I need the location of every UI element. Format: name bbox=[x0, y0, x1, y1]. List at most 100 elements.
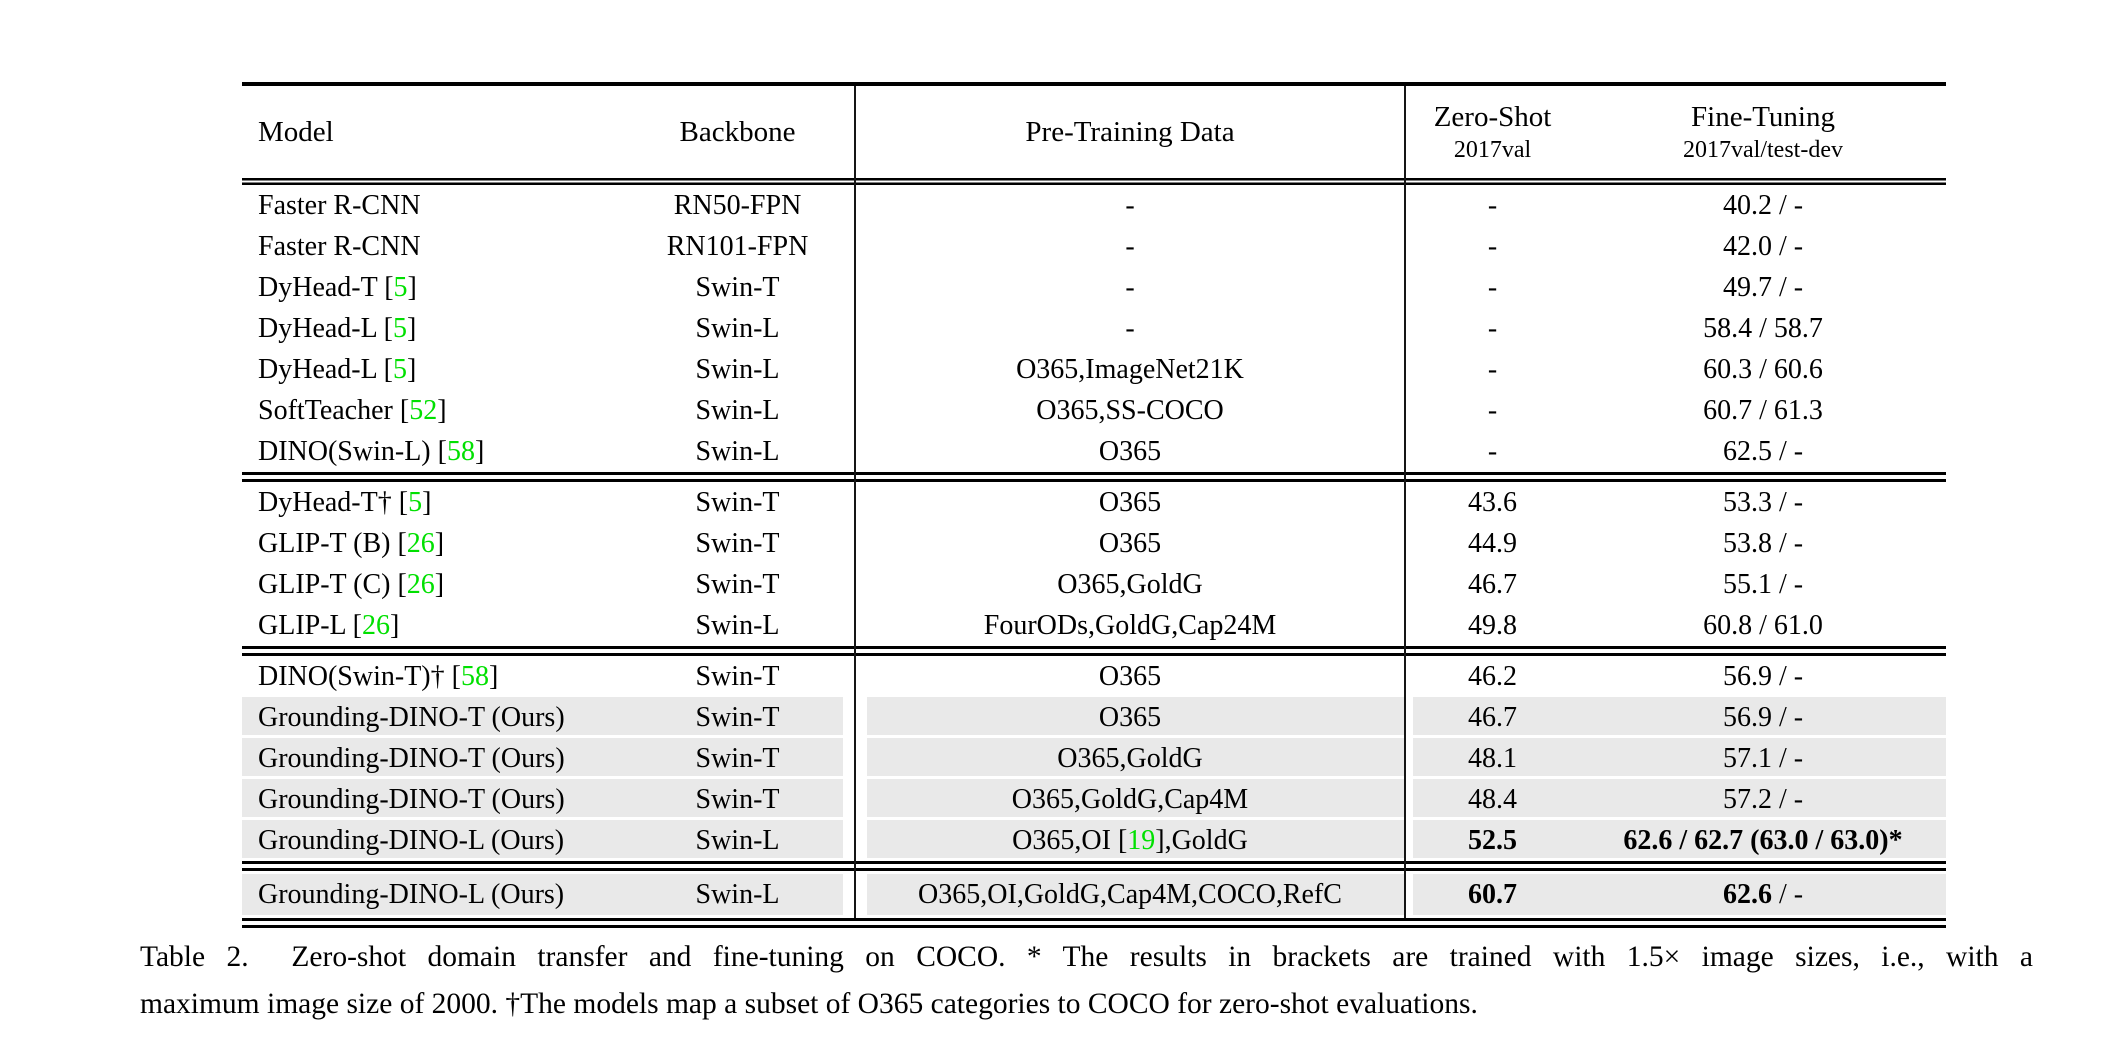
cell-model: DINO(Swin-T)† [58] bbox=[258, 660, 499, 692]
cell-pretraining-data: O365,GoldG,Cap4M bbox=[1011, 783, 1249, 815]
cell-zero-shot: 43.6 bbox=[1468, 486, 1517, 518]
cell-pretraining-data: O365,GoldG bbox=[1057, 568, 1203, 600]
table-row: Grounding-DINO-T (Ours) Swin-T O365,GoldG,… bbox=[242, 779, 1946, 820]
cell-model: Faster R-CNN bbox=[258, 230, 421, 262]
cell-fine-tuning: 49.7 / - bbox=[1722, 271, 1804, 303]
cell-backbone: Swin-T bbox=[695, 660, 780, 692]
header-separator-rule bbox=[242, 178, 1946, 185]
cell-model: Faster R-CNN bbox=[258, 189, 421, 221]
cell-backbone: Swin-L bbox=[695, 609, 780, 641]
cell-model: Grounding-DINO-T (Ours) bbox=[258, 701, 565, 733]
cell-backbone: Swin-L bbox=[695, 312, 780, 344]
cell-fine-tuning: 62.5 / - bbox=[1722, 435, 1804, 467]
table-top-rule bbox=[242, 82, 1946, 86]
col-header-pretraining-data: Pre-Training Data bbox=[1025, 115, 1235, 148]
cell-zero-shot: - bbox=[1487, 189, 1498, 221]
cell-backbone: Swin-T bbox=[695, 568, 780, 600]
cell-fine-tuning: 60.7 / 61.3 bbox=[1703, 394, 1823, 426]
table-section: DyHead-T† [5] Swin-T O365 43.6 53.3 / - GLIP-… bbox=[242, 482, 1946, 646]
table-row: Grounding-DINO-L (Ours) Swin-L O365,OI [19… bbox=[242, 820, 1946, 861]
cell-backbone: Swin-T bbox=[695, 783, 780, 815]
col-header-fine-tuning: Fine-Tuning 2017val/test-dev bbox=[1580, 101, 1946, 164]
table-row: Grounding-DINO-T (Ours) Swin-T O365 46.7 56.… bbox=[242, 697, 1946, 738]
table-caption: Table 2. Zero-shot domain transfer and f… bbox=[140, 934, 2033, 1028]
vertical-rule-backbone-pretraining bbox=[854, 86, 856, 918]
cell-model: SoftTeacher [52] bbox=[258, 394, 447, 426]
cell-pretraining-data: FourODs,GoldG,Cap24M bbox=[983, 609, 1277, 641]
cell-fine-tuning: 60.3 / 60.6 bbox=[1703, 353, 1823, 385]
table-row: Faster R-CNN RN50-FPN - - 40.2 / - bbox=[242, 185, 1946, 226]
cell-fine-tuning: 56.9 / - bbox=[1722, 701, 1804, 733]
cell-fine-tuning: 40.2 / - bbox=[1722, 189, 1804, 221]
vertical-rule-pretraining-zeroshot bbox=[1404, 86, 1406, 918]
results-table: Model Backbone Pre-Training Data Zero-Sh… bbox=[242, 82, 1946, 928]
cell-pretraining-data: O365,ImageNet21K bbox=[1016, 353, 1244, 385]
caption-line-2: maximum image size of 2000. †The models … bbox=[140, 988, 1478, 1020]
cell-zero-shot: 48.1 bbox=[1468, 742, 1517, 774]
cell-zero-shot: - bbox=[1487, 394, 1498, 426]
cell-pretraining-data: - bbox=[1125, 271, 1135, 303]
cell-pretraining-data: O365,OI [19],GoldG bbox=[1012, 824, 1248, 856]
table-section: Faster R-CNN RN50-FPN - -40.2 / - Faster R-C… bbox=[242, 185, 1946, 472]
cell-backbone: Swin-T bbox=[695, 742, 780, 774]
table-row: Grounding-DINO-T (Ours) Swin-T O365,GoldG 4… bbox=[242, 738, 1946, 779]
cell-zero-shot: 60.7 bbox=[1468, 878, 1517, 910]
cell-zero-shot: 46.7 bbox=[1468, 701, 1517, 733]
table-row: GLIP-L [26] Swin-L FourODs,GoldG,Cap24M 49.… bbox=[242, 605, 1946, 646]
col-header-zero-shot-label: Zero-Shot bbox=[1433, 100, 1552, 133]
section-separator-rule bbox=[242, 861, 1946, 871]
cell-pretraining-data: O365 bbox=[1098, 527, 1162, 559]
cell-pretraining-data: - bbox=[1125, 230, 1135, 262]
cell-backbone: Swin-L bbox=[695, 435, 780, 467]
table-row: Grounding-DINO-L (Ours) Swin-L O365,OI,Gol… bbox=[242, 874, 1946, 915]
section-separator-rule bbox=[242, 472, 1946, 482]
cell-zero-shot: 48.4 bbox=[1468, 783, 1517, 815]
cell-fine-tuning: 62.6 / 62.7 (63.0 / 63.0)* bbox=[1623, 824, 1903, 856]
cell-model: Grounding-DINO-L (Ours) bbox=[258, 824, 565, 856]
cell-pretraining-data: O365,GoldG bbox=[1057, 742, 1203, 774]
table-row: Faster R-CNN RN101-FPN - - 42.0 / - bbox=[242, 226, 1946, 267]
cell-model: DyHead-T† [5] bbox=[258, 486, 432, 518]
table-row: DyHead-L [5] Swin-L O365,ImageNet21K - 60.3 … bbox=[242, 349, 1946, 390]
cell-backbone: Swin-L bbox=[695, 824, 780, 856]
table-row: DINO(Swin-T)† [58] Swin-T O365 46.2 56.9 / - bbox=[242, 656, 1946, 697]
cell-fine-tuning: 62.6 / - bbox=[1722, 878, 1804, 910]
cell-zero-shot: - bbox=[1487, 312, 1498, 344]
cell-backbone: Swin-T bbox=[695, 527, 780, 559]
table-header-row: Model Backbone Pre-Training Data Zero-Sh… bbox=[242, 86, 1946, 178]
cell-model: GLIP-L [26] bbox=[258, 609, 400, 641]
col-header-model: Model bbox=[258, 115, 334, 148]
cell-model: DINO(Swin-L) [58] bbox=[258, 435, 485, 467]
cell-fine-tuning: 42.0 / - bbox=[1722, 230, 1804, 262]
col-header-zero-shot-sublabel: 2017val bbox=[1453, 136, 1532, 163]
cell-backbone: RN50-FPN bbox=[673, 189, 802, 221]
table-row: DyHead-L [5] Swin-L - - 58.4 / 58.7 bbox=[242, 308, 1946, 349]
cell-zero-shot: - bbox=[1487, 230, 1498, 262]
table-row: DINO(Swin-L) [58] Swin-L O365 - 62.5 / - bbox=[242, 431, 1946, 472]
cell-backbone: Swin-T bbox=[695, 486, 780, 518]
cell-fine-tuning: 58.4 / 58.7 bbox=[1703, 312, 1823, 344]
cell-backbone: Swin-T bbox=[695, 701, 780, 733]
col-header-fine-tuning-sublabel: 2017val/test-dev bbox=[1683, 136, 1843, 163]
cell-zero-shot: 46.7 bbox=[1468, 568, 1517, 600]
cell-pretraining-data: O365 bbox=[1098, 486, 1162, 518]
cell-zero-shot: 52.5 bbox=[1468, 824, 1517, 856]
cell-pretraining-data: - bbox=[1125, 189, 1135, 221]
table-row: DyHead-T† [5] Swin-T O365 43.6 53.3 / - bbox=[242, 482, 1946, 523]
cell-fine-tuning: 57.1 / - bbox=[1722, 742, 1804, 774]
cell-model: Grounding-DINO-T (Ours) bbox=[258, 742, 565, 774]
table-section: Grounding-DINO-L (Ours) Swin-L O365,OI,Gol… bbox=[242, 871, 1946, 918]
cell-fine-tuning: 53.3 / - bbox=[1722, 486, 1804, 518]
caption-line-1: Table 2. Zero-shot domain transfer and f… bbox=[140, 941, 2033, 973]
cell-pretraining-data: O365,OI,GoldG,Cap4M,COCO,RefC bbox=[918, 878, 1342, 910]
section-separator-rule bbox=[242, 646, 1946, 656]
cell-backbone: Swin-L bbox=[695, 878, 780, 910]
col-header-fine-tuning-label: Fine-Tuning bbox=[1691, 100, 1835, 133]
cell-backbone: Swin-T bbox=[695, 271, 780, 303]
cell-model: Grounding-DINO-T (Ours) bbox=[258, 783, 565, 815]
cell-pretraining-data: - bbox=[1125, 312, 1135, 344]
cell-fine-tuning: 60.8 / 61.0 bbox=[1703, 609, 1823, 641]
cell-zero-shot: 44.9 bbox=[1468, 527, 1517, 559]
col-header-backbone: Backbone bbox=[679, 115, 796, 148]
